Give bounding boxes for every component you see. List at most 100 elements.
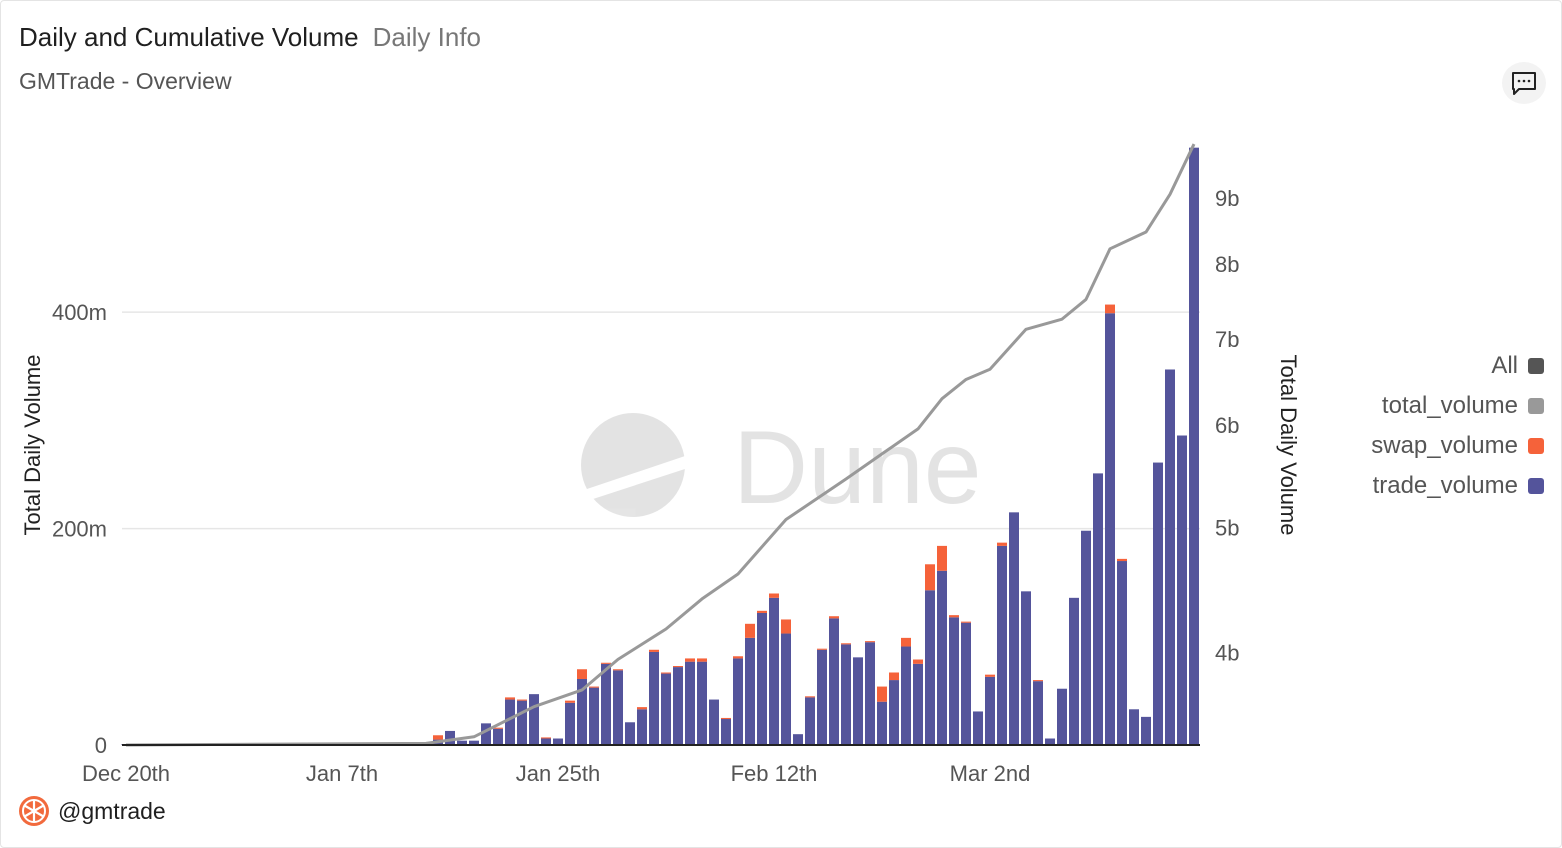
y-tick-label-left: 0 — [95, 733, 107, 758]
bar-trade-volume — [553, 738, 563, 745]
tab-daily-info[interactable]: Daily Info — [372, 22, 482, 52]
y-tick-label-right: 6b — [1215, 413, 1239, 438]
bar-swap-volume — [1033, 680, 1043, 682]
bar-trade-volume — [649, 651, 659, 745]
bar-trade-volume — [973, 711, 983, 745]
bar-swap-volume — [505, 697, 515, 700]
bar-trade-volume — [685, 661, 695, 745]
bar-trade-volume — [937, 570, 947, 745]
bar-swap-volume — [697, 658, 707, 662]
legend-item-trade-volume[interactable]: trade_volume — [1373, 472, 1544, 500]
legend-label: swap_volume — [1371, 432, 1518, 459]
bar-swap-volume — [841, 643, 851, 645]
x-tick-label: Dec 20th — [82, 761, 170, 786]
footer: @gmtrade — [18, 795, 166, 827]
x-tick-label: Feb 12th — [731, 761, 818, 786]
bar-swap-volume — [613, 669, 623, 671]
bar-swap-volume — [493, 727, 503, 729]
bar-swap-volume — [865, 641, 875, 643]
bar-trade-volume — [529, 694, 539, 745]
bar-trade-volume — [709, 699, 719, 745]
bar-trade-volume — [1153, 462, 1163, 745]
bar-trade-volume — [613, 670, 623, 745]
bar-trade-volume — [565, 702, 575, 745]
legend-swatch — [1528, 358, 1544, 374]
bar-trade-volume — [661, 673, 671, 745]
y-axis-title-left: Total Daily Volume — [20, 355, 45, 536]
y-tick-label-right: 8b — [1215, 252, 1239, 277]
comment-button[interactable] — [1502, 62, 1546, 104]
bar-swap-volume — [949, 615, 959, 618]
bar-trade-volume — [577, 678, 587, 745]
bar-trade-volume — [745, 637, 755, 745]
bar-trade-volume — [1141, 716, 1151, 745]
y-tick-label-right: 9b — [1215, 186, 1239, 211]
bar-trade-volume — [673, 667, 683, 745]
bar-trade-volume — [1069, 597, 1079, 745]
bar-trade-volume — [889, 680, 899, 745]
bar-trade-volume — [1081, 530, 1091, 745]
bar-swap-volume — [1105, 304, 1115, 314]
comment-icon — [1512, 72, 1536, 95]
bar-trade-volume — [541, 738, 551, 745]
bar-trade-volume — [589, 687, 599, 745]
bar-swap-volume — [565, 700, 575, 703]
bar-swap-volume — [685, 658, 695, 662]
bar-trade-volume — [757, 612, 767, 745]
legend-item-swap-volume[interactable]: swap_volume — [1371, 432, 1544, 460]
bar-swap-volume — [877, 686, 887, 702]
legend-swatch — [1528, 478, 1544, 494]
bar-swap-volume — [733, 656, 743, 659]
bar-trade-volume — [877, 701, 887, 745]
bar-trade-volume — [985, 676, 995, 745]
bar-swap-volume — [829, 616, 839, 619]
bar-trade-volume — [733, 658, 743, 745]
bar-swap-volume — [721, 717, 731, 720]
bar-swap-volume — [517, 699, 527, 701]
bar-swap-volume — [925, 564, 935, 591]
y-tick-label-right: 5b — [1215, 515, 1239, 540]
bar-swap-volume — [433, 735, 443, 740]
bar-swap-volume — [769, 593, 779, 598]
bar-trade-volume — [1057, 688, 1067, 745]
bar-trade-volume — [1009, 512, 1019, 745]
chart-title: Daily and Cumulative Volume — [19, 22, 359, 52]
legend-label: total_volume — [1381, 392, 1518, 419]
bar-swap-volume — [985, 674, 995, 677]
bar-trade-volume — [493, 728, 503, 745]
bar-trade-volume — [841, 644, 851, 745]
y-axis-title-right: Total Daily Volume — [1276, 355, 1301, 536]
line-total-volume — [125, 143, 1196, 747]
bar-trade-volume — [901, 646, 911, 745]
bar-trade-volume — [1189, 147, 1199, 745]
bar-swap-volume — [937, 545, 947, 571]
legend-item-total-volume[interactable]: total_volume — [1382, 392, 1544, 420]
legend-swatch — [1528, 398, 1544, 414]
y-tick-label-right: 7b — [1215, 327, 1239, 352]
bar-trade-volume — [997, 545, 1007, 745]
bar-trade-volume — [865, 642, 875, 745]
bar-trade-volume — [481, 723, 491, 745]
bar-trade-volume — [793, 734, 803, 745]
bar-trade-volume — [1177, 435, 1187, 745]
bar-trade-volume — [637, 709, 647, 745]
bar-trade-volume — [445, 730, 455, 745]
legend-item-all[interactable]: All — [1491, 352, 1544, 380]
bar-trade-volume — [721, 719, 731, 745]
chart-subtitle: GMTrade - Overview — [19, 68, 232, 94]
author-handle[interactable]: @gmtrade — [58, 797, 166, 824]
bar-trade-volume — [817, 649, 827, 745]
bar-trade-volume — [505, 699, 515, 745]
bar-swap-volume — [901, 637, 911, 647]
watermark: Dune — [581, 410, 982, 526]
x-tick-label: Jan 7th — [306, 761, 378, 786]
bar-swap-volume — [817, 648, 827, 650]
bar-trade-volume — [769, 597, 779, 745]
bar-swap-volume — [757, 610, 767, 613]
bar-swap-volume — [745, 623, 755, 638]
bar-trade-volume — [625, 722, 635, 745]
legend-swatch — [1528, 438, 1544, 454]
legend-label: All — [1491, 352, 1518, 379]
bar-trade-volume — [1093, 473, 1103, 745]
bar-swap-volume — [805, 696, 815, 698]
